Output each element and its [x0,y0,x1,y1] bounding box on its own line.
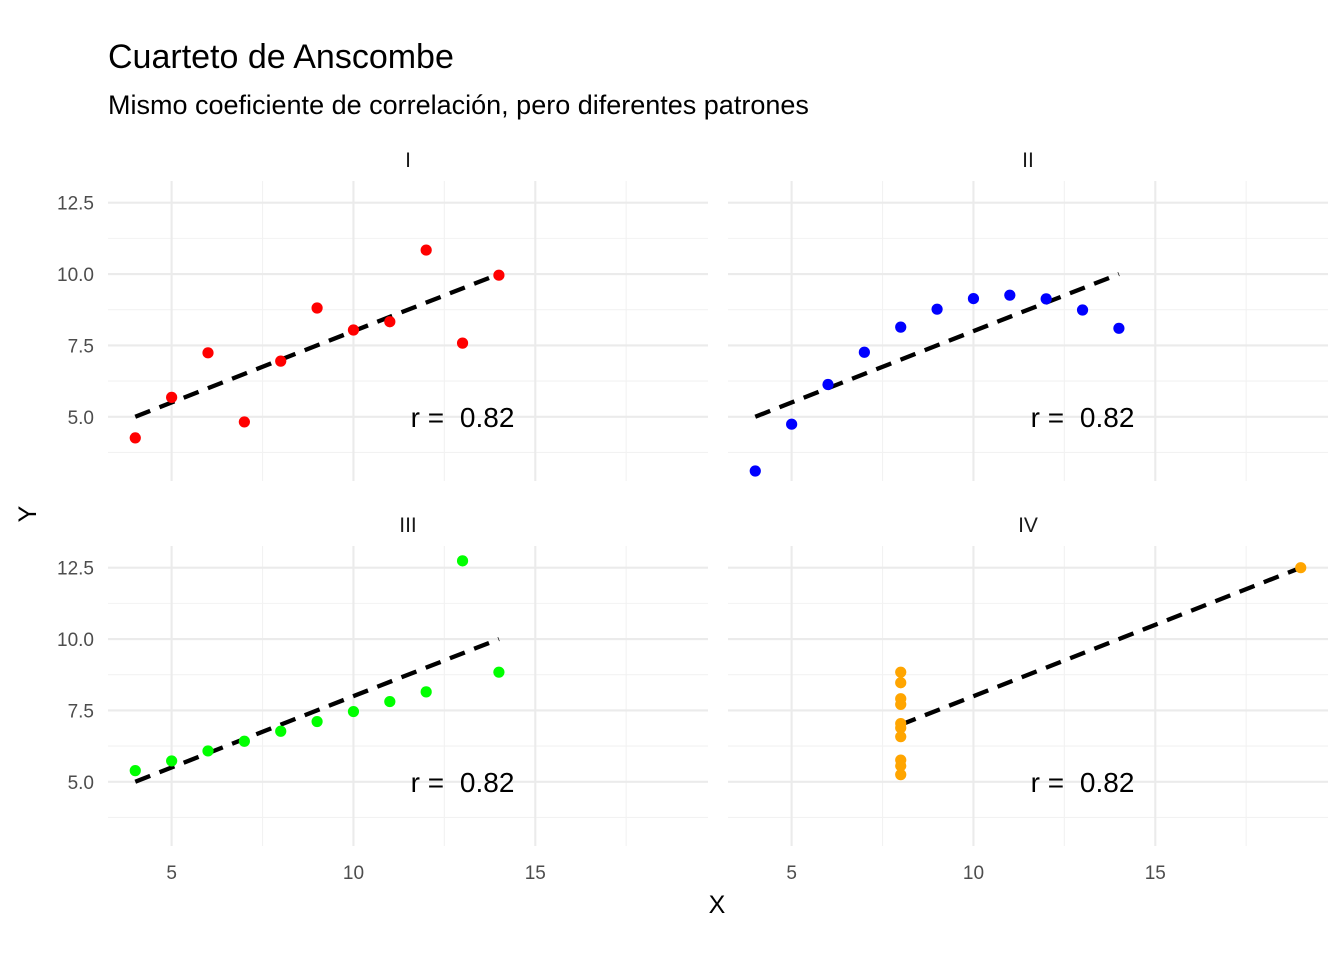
regression-line [899,565,1302,727]
panel-i: I 5.0 7.5 10.0 12.5 r = 0.82 [57,149,708,481]
x-tick-label: 5 [786,863,797,884]
data-point [1004,289,1016,301]
data-point [895,693,907,705]
y-tick-label: 5.0 [68,408,94,429]
correlation-prefix: r = [1031,767,1072,798]
panel-iv: IV 5 10 15 r = 0.82 [728,514,1328,884]
panel-ii: II r = 0.82 [728,149,1328,481]
correlation-value: 0.82 [1080,767,1135,798]
data-point [895,677,907,689]
data-point [275,355,287,367]
y-tick-label: 12.5 [57,194,94,215]
data-point [493,269,505,281]
data-point [895,722,907,734]
correlation-annotation: r = 0.82 [411,402,515,433]
x-tick-label: 15 [1145,863,1166,884]
data-point [384,695,396,708]
data-point [420,686,432,698]
x-tick-label: 15 [525,863,546,884]
y-tick-label: 7.5 [68,336,94,357]
correlation-prefix: r = [1031,402,1072,433]
data-point [347,705,360,718]
data-point [456,555,469,567]
data-point [129,432,141,444]
regression-line [134,637,500,784]
data-point [420,244,432,256]
chart-title: Cuarteto de Anscombe [108,38,454,76]
data-point [311,302,323,314]
correlation-value: 0.82 [1080,402,1135,433]
data-point [129,765,141,777]
x-tick-label: 10 [343,863,364,884]
y-tick-label: 5.0 [68,773,94,794]
panel-iii: III 5.0 7.5 10.0 12.5 5 10 15 r = 0.82 [57,514,708,884]
x-axis-label: X [709,891,726,919]
correlation-value: 0.82 [460,402,515,433]
correlation-prefix: r = [411,402,452,433]
data-point [384,316,396,328]
data-point [1040,293,1052,305]
data-point [456,337,469,349]
data-point [786,418,798,430]
y-tick-label: 10.0 [57,630,94,651]
regression-line [134,272,500,419]
y-tick-label: 10.0 [57,265,94,286]
chart-subtitle: Mismo coeficiente de correlación, pero d… [108,90,809,120]
panel-strip-label: III [399,514,417,537]
panel-strip-label: I [405,149,411,172]
panels-layer: I 5.0 7.5 10.0 12.5 r = 0.82 II r = 0.82 III 5.0 7… [57,149,1328,884]
data-point [931,303,943,315]
data-point [166,391,178,403]
correlation-annotation: r = 0.82 [1031,767,1135,798]
panel-strip-label: IV [1018,514,1038,537]
data-point [202,745,214,757]
data-point [895,321,907,333]
correlation-annotation: r = 0.82 [411,767,515,798]
data-point [1295,562,1307,574]
y-tick-label: 12.5 [57,559,94,580]
data-point [895,769,907,781]
x-tick-label: 5 [166,863,177,884]
regression-line [754,272,1120,419]
y-axis-label: Y [14,505,42,522]
correlation-annotation: r = 0.82 [1031,402,1135,433]
data-point [895,666,907,678]
data-point [202,347,214,359]
data-point [238,735,250,747]
data-point [238,416,250,428]
data-point [275,725,287,737]
data-point [749,465,761,477]
data-point [493,666,505,678]
data-point [166,755,178,767]
data-point [858,346,870,358]
data-point [347,324,360,336]
correlation-prefix: r = [411,767,452,798]
data-point [895,760,907,772]
data-point [1113,322,1125,334]
panel-strip-label: II [1022,149,1034,172]
data-point [1076,304,1089,316]
data-point [822,378,834,391]
data-point [311,715,323,728]
x-tick-label: 10 [963,863,984,884]
y-tick-label: 7.5 [68,701,94,722]
data-point [895,731,907,743]
correlation-value: 0.82 [460,767,515,798]
data-point [967,293,980,305]
